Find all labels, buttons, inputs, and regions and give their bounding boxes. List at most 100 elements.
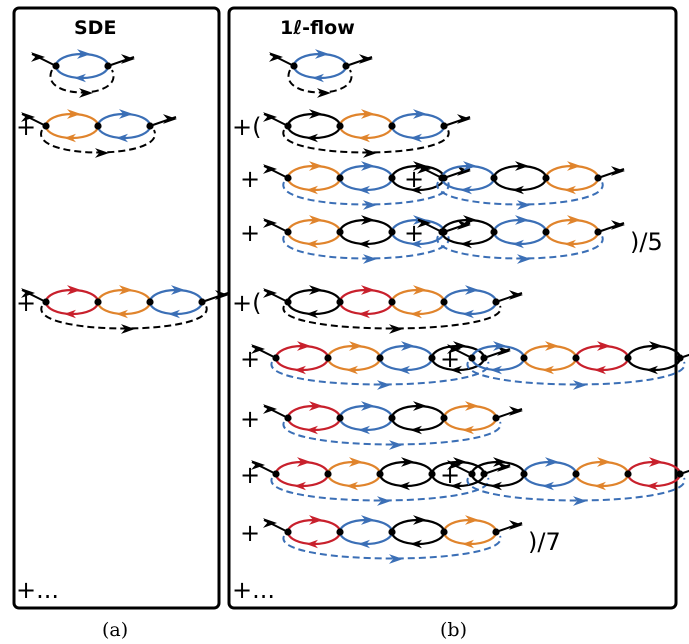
propagator-loop bbox=[96, 288, 152, 316]
vertex-dot bbox=[284, 298, 292, 306]
panel-b-terms: +(+ ++ +)/5+(+ +++ ++)/7 bbox=[232, 49, 689, 564]
vertex-dot bbox=[594, 174, 602, 182]
vertex-dot bbox=[52, 62, 60, 70]
propagator-loop bbox=[286, 404, 342, 432]
panel-a-term: + bbox=[16, 285, 229, 334]
panel-a-term: + bbox=[16, 109, 177, 158]
vertex-dot bbox=[336, 228, 344, 236]
propagator-loop bbox=[492, 218, 548, 246]
vertex-dot bbox=[42, 298, 50, 306]
panel-b-term-operator: +( bbox=[232, 289, 261, 317]
propagator-loop bbox=[338, 218, 394, 246]
vertex-dot bbox=[428, 354, 436, 362]
vertex-dot bbox=[388, 528, 396, 536]
vertex-dot bbox=[284, 228, 292, 236]
panel-b-term: + bbox=[240, 341, 511, 390]
propagator-loop bbox=[338, 164, 394, 192]
panel-b-term-operator: + bbox=[240, 405, 260, 433]
panel-b-term bbox=[269, 49, 373, 98]
propagator-loop bbox=[326, 460, 382, 488]
panel-a-border bbox=[12, 6, 221, 610]
panel-b-term-operator: + bbox=[440, 345, 460, 373]
panel-b-term: + bbox=[440, 341, 689, 390]
propagator-loop bbox=[442, 404, 498, 432]
panel-b-border bbox=[227, 6, 678, 610]
vertex-dot bbox=[104, 62, 112, 70]
propagator-loop bbox=[338, 112, 394, 140]
propagator-loop bbox=[626, 460, 682, 488]
panel-b-term-operator: + bbox=[240, 165, 260, 193]
vertex-dot bbox=[324, 354, 332, 362]
propagator-loop bbox=[378, 460, 434, 488]
propagator-loop bbox=[492, 164, 548, 192]
vertex-dot bbox=[428, 470, 436, 478]
vertex-dot bbox=[388, 122, 396, 130]
vertex-dot bbox=[284, 122, 292, 130]
dashed-arc bbox=[270, 361, 490, 386]
propagator-loop bbox=[326, 344, 382, 372]
vertex-dot bbox=[490, 174, 498, 182]
propagator-loop bbox=[286, 518, 342, 546]
dashed-arc bbox=[436, 235, 604, 260]
propagator-loop bbox=[470, 460, 526, 488]
vertex-dot bbox=[520, 354, 528, 362]
vertex-dot bbox=[438, 228, 446, 236]
dashed-arc bbox=[287, 69, 353, 94]
panel-a-term-operator: + bbox=[16, 113, 36, 141]
panel-a-term-operator: + bbox=[16, 289, 36, 317]
panel-b-term-suffix: )/5 bbox=[630, 228, 663, 256]
panel-b-title: 1ℓ-flow bbox=[280, 17, 355, 39]
panel-a-caption: (a) bbox=[102, 619, 128, 641]
panel-a-terms: ++ bbox=[16, 49, 229, 334]
vertex-dot bbox=[388, 298, 396, 306]
vertex-dot bbox=[388, 414, 396, 422]
vertex-dot bbox=[440, 122, 448, 130]
vertex-dot bbox=[284, 414, 292, 422]
vertex-dot bbox=[272, 354, 280, 362]
vertex-dot bbox=[336, 414, 344, 422]
dashed-arc bbox=[282, 535, 502, 560]
dashed-arc bbox=[40, 305, 208, 330]
vertex-dot bbox=[492, 528, 500, 536]
propagator-loop bbox=[286, 288, 342, 316]
propagator-loop bbox=[390, 404, 446, 432]
dashed-arc bbox=[282, 181, 450, 206]
propagator-loop bbox=[574, 344, 630, 372]
propagator-loop bbox=[44, 112, 100, 140]
panel-b-term: +( bbox=[232, 109, 471, 158]
propagator-loop bbox=[544, 218, 600, 246]
vertex-dot bbox=[284, 174, 292, 182]
vertex-dot bbox=[542, 174, 550, 182]
vertex-dot bbox=[492, 414, 500, 422]
propagator-loop bbox=[274, 460, 330, 488]
panel-b-term-operator: + bbox=[240, 219, 260, 247]
vertex-dot bbox=[624, 354, 632, 362]
panel-a: SDE +... (a) ++ bbox=[12, 6, 229, 641]
dashed-arc bbox=[49, 69, 115, 94]
panel-b-term: + bbox=[240, 457, 511, 506]
vertex-dot bbox=[520, 470, 528, 478]
vertex-dot bbox=[440, 528, 448, 536]
vertex-dot bbox=[94, 298, 102, 306]
vertex-dot bbox=[146, 298, 154, 306]
vertex-dot bbox=[440, 414, 448, 422]
vertex-dot bbox=[342, 62, 350, 70]
vertex-dot bbox=[376, 354, 384, 362]
vertex-dot bbox=[388, 228, 396, 236]
propagator-loop bbox=[338, 288, 394, 316]
vertex-dot bbox=[492, 298, 500, 306]
vertex-dot bbox=[336, 298, 344, 306]
propagator-loop bbox=[44, 288, 100, 316]
vertex-dot bbox=[572, 354, 580, 362]
dashed-arc bbox=[40, 129, 156, 154]
panel-b-term: +)/7 bbox=[240, 515, 561, 564]
vertex-dot bbox=[468, 470, 476, 478]
vertex-dot bbox=[284, 528, 292, 536]
vertex-dot bbox=[440, 298, 448, 306]
vertex-dot bbox=[480, 470, 488, 478]
panel-b-ellipsis: +... bbox=[232, 576, 275, 604]
propagator-loop bbox=[96, 112, 152, 140]
panel-b: 1ℓ-flow +... (b) +(+ ++ +)/5+(+ +++ ++)/7 bbox=[227, 6, 689, 641]
vertex-dot bbox=[542, 228, 550, 236]
